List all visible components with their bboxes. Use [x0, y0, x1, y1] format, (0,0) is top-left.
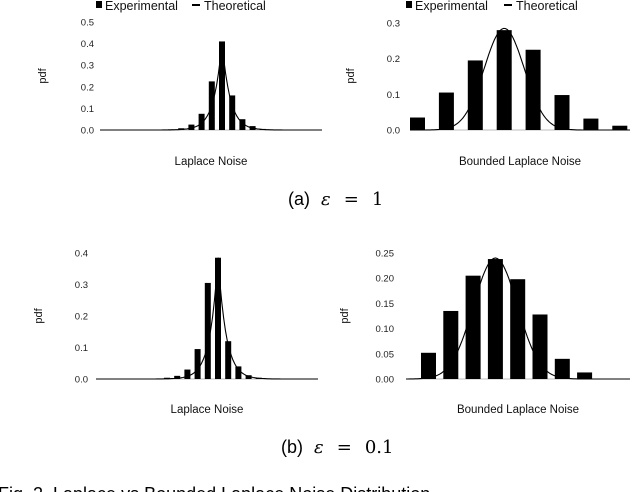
bar — [532, 314, 548, 379]
bar — [496, 30, 512, 131]
y-tick-label: 0.00 — [376, 375, 395, 386]
bar — [577, 372, 593, 379]
bar — [235, 366, 242, 379]
bar — [198, 113, 205, 130]
bar — [204, 282, 211, 379]
bar — [487, 259, 503, 379]
y-tick-label: 0.15 — [376, 299, 395, 310]
legend-label-theoretical: Theoretical — [204, 0, 266, 13]
legend-right: Experimental Theoretical — [406, 0, 578, 13]
y-tick-label: 0.1 — [81, 104, 94, 115]
y-axis-label: pdf — [339, 307, 351, 323]
subcaption-a-prefix: (a) — [288, 189, 310, 209]
subcaption-b-value: 0.1 — [365, 437, 394, 458]
subcaption-b-prefix: (b) — [281, 437, 303, 457]
figure-caption: Fig. 2. Laplace vs Bounded Laplace Noise… — [0, 484, 430, 492]
y-axis-label: pdf — [37, 67, 49, 83]
x-axis-label: Bounded Laplace Noise — [459, 156, 581, 168]
y-tick-label: 0.5 — [81, 18, 94, 29]
y-tick-label: 0.1 — [387, 90, 400, 101]
bar — [215, 257, 221, 379]
y-tick-label: 0.0 — [75, 375, 88, 386]
y-tick-label: 0.1 — [75, 343, 88, 354]
y-tick-label: 0.3 — [387, 19, 400, 30]
y-tick-label: 0.0 — [387, 126, 400, 137]
x-axis-label: Bounded Laplace Noise — [457, 404, 579, 416]
y-tick-label: 0.10 — [376, 324, 395, 335]
bar — [225, 341, 232, 379]
y-tick-label: 0.25 — [376, 249, 395, 260]
theoretical-curve — [406, 257, 630, 380]
y-tick-label: 0.05 — [376, 349, 395, 360]
bar — [583, 118, 599, 130]
bar — [229, 95, 236, 130]
legend-label-experimental: Experimental — [105, 0, 178, 13]
bar — [525, 49, 541, 130]
y-tick-label: 0.20 — [376, 274, 395, 285]
bar — [421, 352, 436, 379]
bar — [174, 375, 181, 379]
y-tick-label: 0.4 — [81, 39, 94, 50]
chart-a-right: 0.0 0.1 0.2 0.3 pdf Bounded Laplace Noise — [345, 19, 630, 168]
x-axis-label: Laplace Noise — [171, 404, 244, 416]
legend-left: Experimental Theoretical — [96, 0, 266, 13]
bar — [239, 119, 246, 130]
bar — [245, 375, 252, 379]
y-tick-label: 0.0 — [81, 126, 94, 137]
theoretical-curve — [410, 27, 630, 131]
subcaption-a-symbol: ε — [321, 189, 331, 210]
bar — [465, 275, 481, 379]
bar — [438, 92, 454, 130]
chart-a-left: 0.0 0.1 0.2 0.3 0.4 0.5 pdf Laplace Noise — [37, 18, 322, 168]
y-tick-label: 0.3 — [81, 61, 94, 72]
subcaption-a-value: 1 — [372, 189, 383, 210]
x-axis-label: Laplace Noise — [175, 156, 248, 168]
legend-label-theoretical: Theoretical — [516, 0, 578, 13]
bar — [219, 41, 225, 130]
bar — [410, 117, 425, 130]
bar — [612, 125, 628, 130]
y-axis-label: pdf — [33, 307, 45, 323]
subcaption-a-equals: = — [344, 189, 359, 210]
y-tick-label: 0.3 — [75, 280, 88, 291]
subcaption-b: (b) ε = 0.1 — [281, 437, 393, 458]
bar — [510, 279, 526, 379]
legend-swatch-experimental — [406, 1, 412, 8]
y-tick-label: 0.4 — [75, 249, 88, 260]
theoretical-curve — [96, 257, 318, 380]
subcaption-b-symbol: ε — [314, 437, 324, 458]
bar — [554, 358, 570, 379]
theoretical-curve — [100, 42, 322, 131]
subcaption-b-equals: = — [337, 437, 352, 458]
bar — [554, 95, 570, 130]
legend-swatch-experimental — [96, 1, 102, 8]
chart-panels: 0.0 0.1 0.2 0.3 0.4 0.5 pdf Laplace Noise 0.0 0.1… — [33, 18, 630, 416]
chart-b-right: 0.00 0.05 0.10 0.15 0.20 0.25 pdf Bounded Lapla… — [339, 249, 630, 416]
legend-label-experimental: Experimental — [415, 0, 488, 13]
y-tick-label: 0.2 — [387, 54, 400, 65]
y-axis-label: pdf — [345, 67, 357, 83]
y-tick-label: 0.2 — [75, 312, 88, 323]
bar — [443, 310, 459, 379]
chart-b-left: 0.0 0.1 0.2 0.3 0.4 pdf Laplace Noise — [33, 249, 318, 416]
subcaption-a: (a) ε = 1 — [288, 189, 383, 210]
bar — [194, 349, 201, 379]
bar — [184, 369, 191, 379]
bar — [188, 124, 195, 130]
y-tick-label: 0.2 — [81, 82, 94, 93]
